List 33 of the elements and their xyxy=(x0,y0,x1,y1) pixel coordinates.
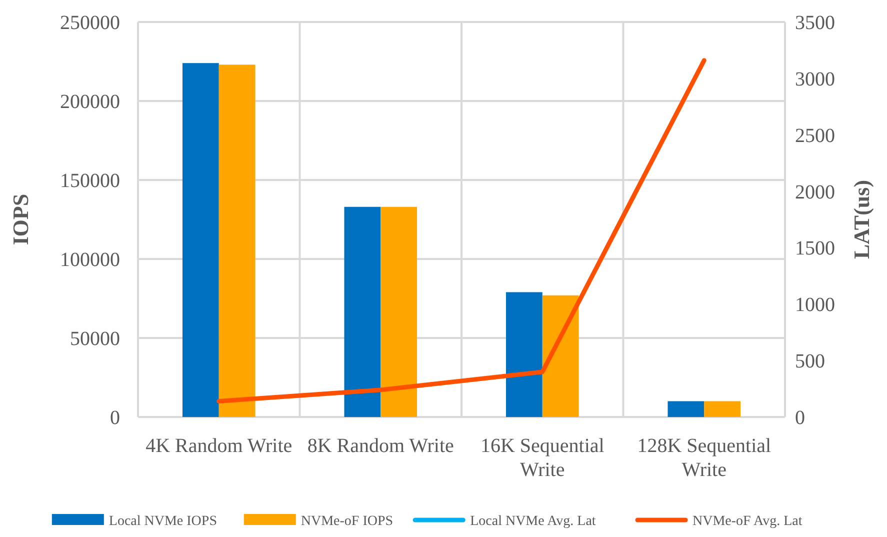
y-tick-label: 100000 xyxy=(60,249,120,271)
bar xyxy=(344,206,381,417)
y-tick-label: 250000 xyxy=(60,12,120,34)
bar xyxy=(182,63,219,417)
x-tick-label: 8K Random Write xyxy=(307,435,454,457)
y2-tick-label: 0 xyxy=(795,407,805,429)
bar xyxy=(218,64,256,417)
y2-tick-label: 3500 xyxy=(795,12,835,34)
x-tick-label: 4K Random Write xyxy=(146,435,292,457)
bar xyxy=(380,206,418,417)
y2-tick-label: 2000 xyxy=(795,181,835,204)
y2-axis-title: LAT(us) xyxy=(849,180,874,260)
y2-tick-label: 3000 xyxy=(795,68,835,90)
x-tick-label: 128K Sequential Write xyxy=(637,435,772,481)
bar xyxy=(704,401,741,417)
y-axis-title: IOPS xyxy=(8,194,33,246)
y2-tick-label: 2500 xyxy=(795,124,835,147)
y2-tick-label: 1000 xyxy=(795,294,835,316)
bar xyxy=(668,401,704,417)
bar xyxy=(506,292,542,417)
y-tick-label: 150000 xyxy=(60,170,120,192)
y-tick-label: 0 xyxy=(110,407,120,429)
bar xyxy=(542,295,579,417)
legend-label: NVMe-oF Avg. Lat xyxy=(692,514,802,529)
y2-tick-label: 1500 xyxy=(795,238,835,260)
y-tick-label: 200000 xyxy=(60,91,120,113)
legend-label: Local NVMe Avg. Lat xyxy=(470,514,596,529)
y-tick-label: 50000 xyxy=(70,328,120,350)
x-tick-label: 16K Sequential Write xyxy=(480,435,605,481)
line-series xyxy=(216,58,706,404)
legend-label: NVMe-oF IOPS xyxy=(300,514,394,529)
legend-label: Local NVMe IOPS xyxy=(108,514,218,529)
y2-tick-label: 500 xyxy=(795,350,825,373)
